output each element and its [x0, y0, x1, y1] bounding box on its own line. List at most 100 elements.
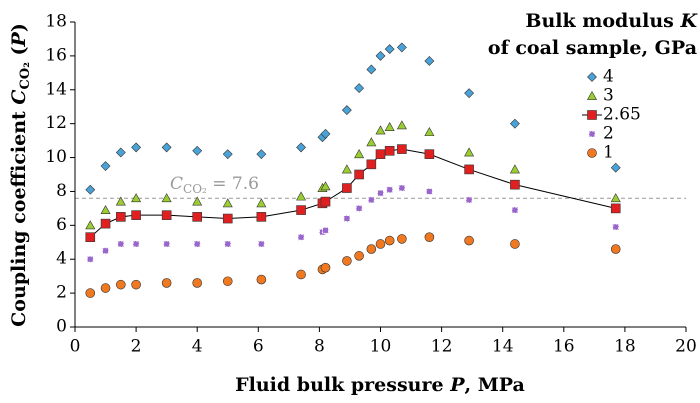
triangle-marker	[320, 181, 331, 191]
y-title-close: )	[8, 23, 30, 32]
y-tick-label: 10	[45, 147, 67, 167]
circle-marker	[100, 283, 111, 293]
x-tick-label: 12	[431, 337, 453, 357]
legend-title: Bulk modulus K	[525, 10, 698, 32]
circle-marker	[610, 244, 621, 254]
x-tick-label: 18	[614, 337, 636, 357]
circle-marker	[296, 269, 306, 280]
square-marker	[100, 218, 111, 229]
diamond-marker	[424, 56, 435, 66]
triangle-marker	[256, 198, 267, 208]
y-tick-label: 0	[56, 317, 67, 337]
asterisk-marker	[102, 247, 110, 255]
circle-marker	[161, 278, 172, 288]
diamond-marker	[366, 64, 377, 75]
triangle-marker	[464, 147, 475, 157]
circle-marker	[342, 256, 352, 266]
diamond-marker	[610, 162, 621, 173]
diamond-marker	[115, 147, 126, 158]
square-marker	[375, 149, 386, 159]
circle-marker	[384, 235, 395, 246]
circle-marker	[424, 232, 435, 242]
circle-marker	[131, 279, 141, 290]
diamond-marker	[384, 44, 395, 55]
y-title-subscript: CO₂	[18, 62, 33, 89]
y-tick-label: 4	[56, 249, 67, 269]
square-marker	[256, 212, 267, 222]
diamond-marker	[222, 149, 233, 160]
diamond-marker	[354, 83, 365, 94]
triangle-marker	[610, 193, 621, 203]
y-tick-label: 8	[56, 181, 67, 201]
circle-marker	[397, 234, 407, 244]
diamond-marker	[296, 142, 306, 153]
x-tick-label: 20	[675, 337, 697, 357]
circle-marker	[510, 239, 520, 249]
diamond-marker	[464, 88, 475, 99]
circle-marker	[256, 274, 267, 285]
asterisk-marker	[117, 240, 125, 248]
reference-value: = 7.6	[207, 174, 259, 194]
diamond-marker	[161, 142, 172, 153]
diamond-marker	[509, 118, 520, 129]
triangle-marker	[586, 90, 598, 100]
y-tick-label: 2	[56, 283, 67, 303]
diamond-marker	[587, 72, 597, 82]
asterisk-marker	[425, 187, 433, 195]
legend-title-text: Bulk modulus	[525, 10, 680, 32]
asterisk-marker	[322, 226, 330, 234]
y-tick-label: 12	[45, 113, 67, 133]
square-marker	[424, 149, 435, 159]
reference-symbol: C	[170, 174, 183, 194]
square-marker	[510, 179, 520, 190]
asterisk-marker	[386, 186, 394, 194]
triangle-marker	[100, 204, 111, 214]
diamond-marker	[192, 145, 203, 156]
y-title-open: (	[8, 46, 30, 62]
x-tick-label: 2	[131, 337, 142, 357]
triangle-marker	[396, 120, 407, 130]
x-axis-title: Fluid bulk pressure P, MPa	[235, 374, 525, 396]
asterisk-marker	[132, 240, 140, 248]
x-title-unit: , MPa	[464, 374, 524, 396]
square-marker	[384, 145, 395, 156]
x-title-text: Fluid bulk pressure	[235, 374, 450, 396]
asterisk-marker	[588, 130, 596, 138]
legend-label: 1	[603, 143, 614, 163]
square-marker	[397, 144, 407, 154]
diamond-marker	[341, 105, 352, 116]
y-title-text: Coupling coefficient	[8, 105, 30, 327]
circle-marker	[354, 251, 364, 261]
y-title-arg: P	[8, 31, 30, 47]
square-marker	[222, 213, 233, 224]
legend-title-symbol: K	[679, 10, 698, 32]
triangle-marker	[296, 191, 307, 201]
x-tick-label: 6	[253, 337, 264, 357]
asterisk-marker	[163, 240, 171, 248]
legend-label: 4	[603, 67, 614, 87]
diamond-marker	[320, 128, 331, 139]
y-axis-title: Coupling coefficient CCO₂ (P)	[8, 23, 33, 327]
x-tick-label: 14	[492, 337, 514, 357]
y-tick-label: 16	[45, 45, 67, 65]
asterisk-marker	[355, 204, 363, 212]
x-tick-label: 16	[553, 337, 575, 357]
square-marker	[610, 203, 621, 214]
legend-label: 2.65	[603, 105, 641, 125]
legend-title-2: of coal sample, GPa	[488, 37, 697, 59]
square-marker	[354, 169, 364, 180]
triangle-marker	[354, 149, 365, 159]
x-tick-label: 8	[314, 337, 325, 357]
asterisk-marker	[257, 240, 265, 248]
circle-marker	[192, 278, 202, 288]
x-tick-label: 10	[370, 337, 392, 357]
circle-marker	[464, 235, 474, 246]
square-marker	[116, 212, 126, 222]
circle-marker	[366, 244, 377, 254]
triangle-marker	[222, 198, 233, 208]
square-marker	[464, 164, 474, 175]
circle-marker	[116, 279, 126, 290]
square-marker	[587, 110, 597, 120]
